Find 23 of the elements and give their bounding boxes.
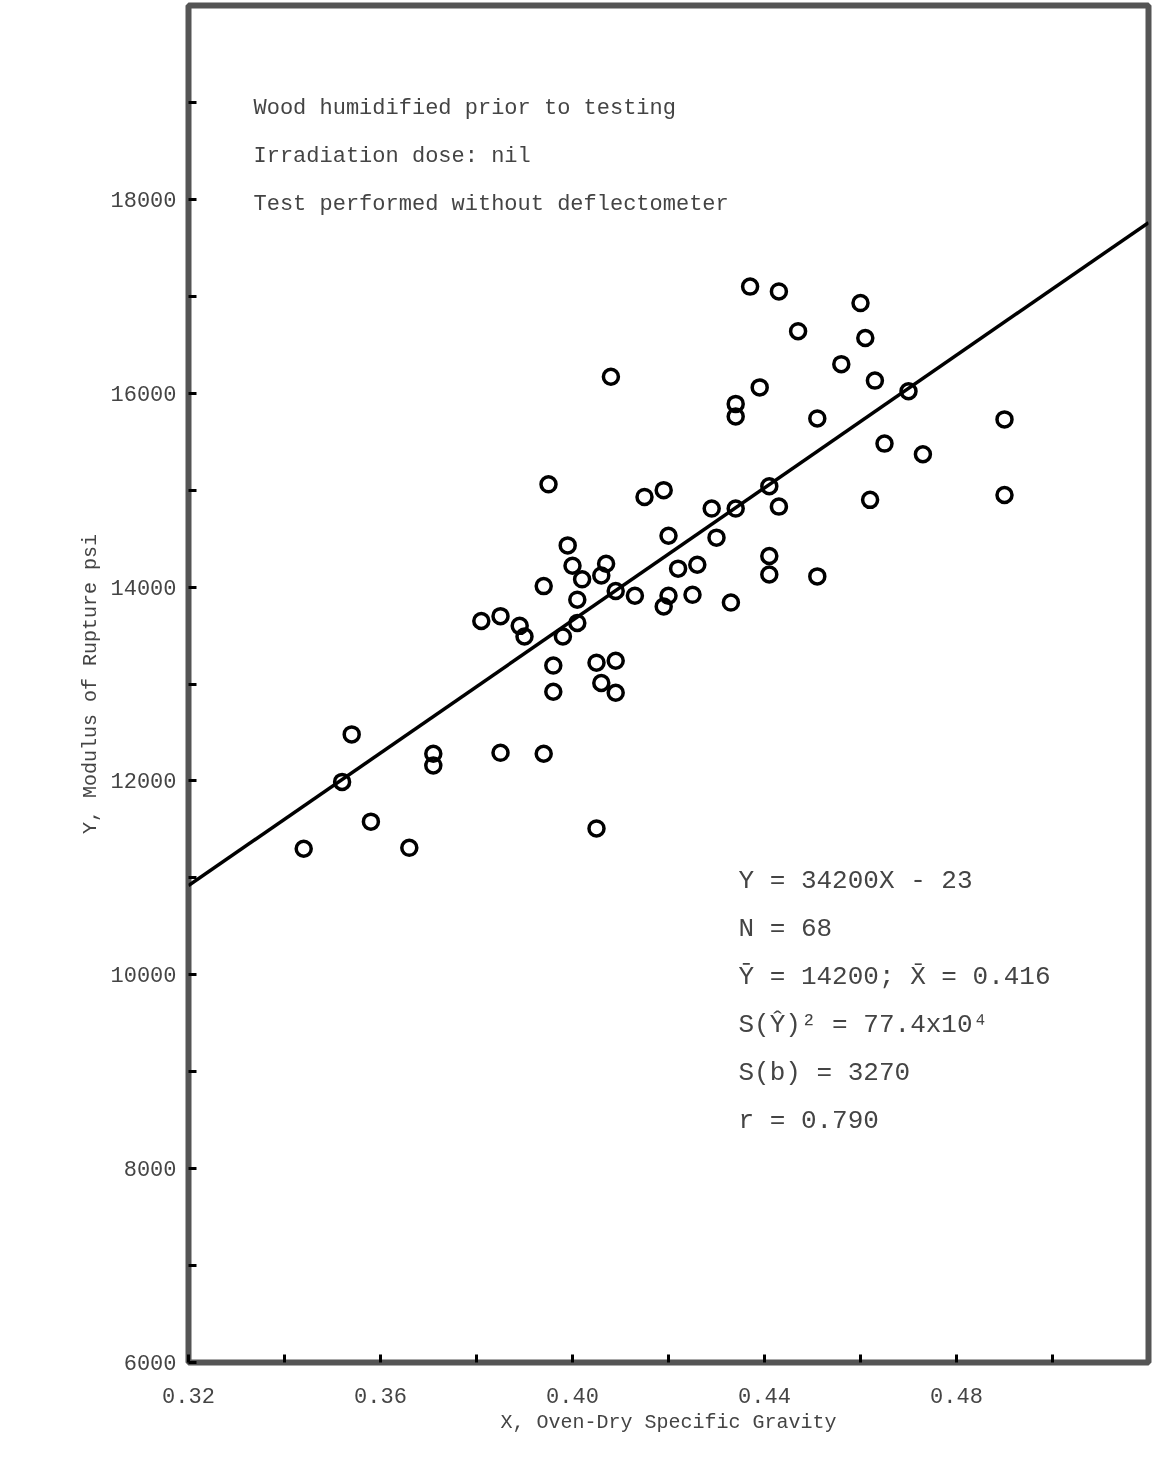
annotation: S(Ŷ)² = 77.4x10⁴	[738, 1009, 989, 1040]
y-tick-label: 16000	[110, 382, 177, 408]
annotation: Wood humidified prior to testing	[253, 96, 676, 121]
annotation: Y = 34200X - 23	[738, 865, 973, 896]
annotation: S(b) = 3270	[738, 1057, 911, 1088]
x-axis-title: X, Oven-Dry Specific Gravity	[500, 1410, 837, 1434]
y-tick-label: 10000	[110, 964, 177, 990]
y-tick-label: 12000	[110, 770, 177, 796]
y-tick-label: 6000	[123, 1352, 177, 1377]
y-tick-label: 14000	[110, 576, 177, 602]
annotation: Test performed without deflectometer	[253, 192, 729, 217]
annotation: Irradiation dose: nil	[253, 144, 531, 169]
x-tick-label: 0.32	[162, 1384, 215, 1410]
y-tick-label: 18000	[110, 188, 177, 214]
x-tick-label: 0.36	[354, 1384, 407, 1410]
annotation: Ȳ = 14200; X̄ = 0.416	[738, 961, 1051, 992]
annotation: N = 68	[738, 913, 833, 944]
y-axis-title: Y, Modulus of Rupture psi	[79, 533, 103, 835]
annotation: r = 0.790	[738, 1105, 879, 1136]
x-tick-label: 0.40	[546, 1384, 599, 1410]
x-tick-label: 0.44	[738, 1384, 791, 1410]
y-tick-label: 8000	[123, 1158, 177, 1184]
x-tick-label: 0.48	[930, 1384, 983, 1410]
